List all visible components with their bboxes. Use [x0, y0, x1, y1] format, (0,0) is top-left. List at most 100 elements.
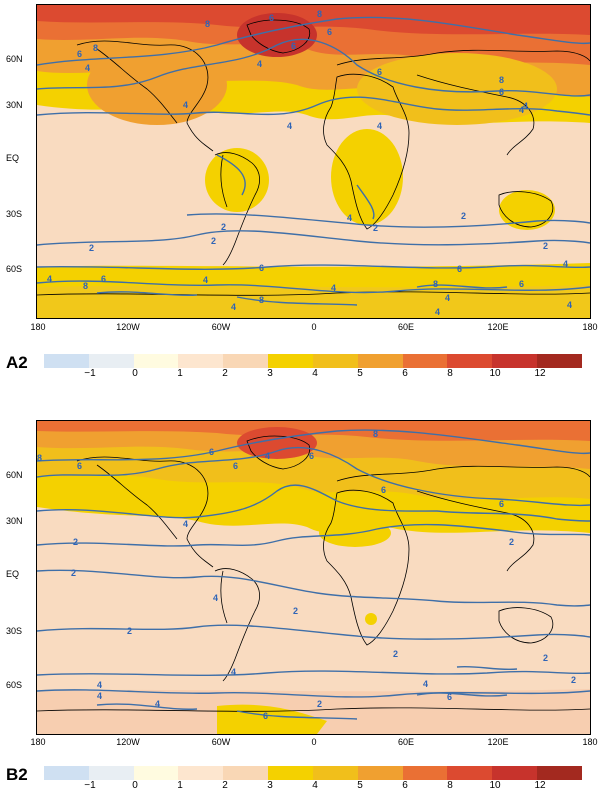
colorbar-swatch	[492, 354, 538, 368]
colorbar-label: 3	[267, 368, 273, 379]
contour-label: 4	[231, 302, 236, 312]
contour-label: 8	[93, 43, 98, 53]
contour-label: 6	[259, 263, 264, 273]
colorbar-label: 12	[534, 368, 546, 379]
contour-label: 2	[89, 243, 94, 253]
contour-label: 4	[231, 667, 236, 677]
colorbar-label: 4	[312, 780, 318, 791]
coastlines	[37, 19, 590, 296]
contour-label: 2	[293, 606, 298, 616]
contour-label: 2	[461, 211, 466, 221]
colorbar-label: 2	[222, 368, 228, 379]
colorbar-swatch	[402, 766, 448, 780]
colorbar-label: 12	[534, 780, 546, 791]
warming-greenland	[237, 427, 317, 459]
contour-label: 4	[445, 293, 450, 303]
colorbar-swatch	[88, 766, 134, 780]
colorbar-label: 8	[447, 368, 453, 379]
colorbar-swatch	[88, 354, 134, 368]
colorbar-label: 3	[267, 780, 273, 791]
contour-label: 2	[373, 223, 378, 233]
contour-label: 4	[203, 275, 208, 285]
colorbar-label: 5	[357, 368, 363, 379]
contour-label: 2	[73, 537, 78, 547]
colorbar-label: −1	[84, 780, 96, 791]
contour-label: 4	[435, 307, 440, 317]
contour-label: 2	[571, 675, 576, 685]
contour-label: 8	[83, 281, 88, 291]
colorbar-swatch	[178, 354, 224, 368]
lat-label-30s: 30S	[6, 626, 23, 636]
colorbar-swatch	[492, 766, 538, 780]
contour-label: 6	[233, 461, 238, 471]
colorbar-swatch	[223, 766, 269, 780]
panel-b2: 8 6 6 8 6 6 4 6 4 2 6 2 2 4 2 2 2 2 4 4	[0, 418, 600, 796]
lat-label-30s: 30S	[6, 209, 23, 219]
lon-label-180w: 180	[30, 322, 46, 332]
colorbar-label: 0	[132, 368, 138, 379]
contour-label: 6	[327, 27, 332, 37]
lat-label-eq: EQ	[6, 569, 20, 579]
colorbar-swatch	[133, 766, 179, 780]
colorbar-label: 0	[132, 780, 138, 791]
contour-label: 4	[85, 63, 90, 73]
warming-southern-band-inner	[37, 285, 590, 318]
contour-label: 4	[563, 259, 568, 269]
warming-south-africa	[365, 613, 377, 625]
contour-label: 6	[447, 692, 452, 702]
contour-label: 8	[317, 9, 322, 19]
lon-label-60e: 60E	[397, 322, 414, 332]
colorbar-swatch	[447, 766, 493, 780]
colorbar-label: 4	[312, 368, 318, 379]
warming-north-band-4	[37, 5, 590, 35]
lon-label-0: 0	[311, 322, 317, 332]
contour-label: 4	[97, 680, 102, 690]
colorbar-label: 6	[402, 368, 408, 379]
lon-label-180e: 180	[582, 322, 598, 332]
contour-label: 4	[287, 121, 292, 131]
lon-label-120e: 120E	[487, 737, 509, 747]
colorbar-swatch	[537, 354, 582, 368]
contour-label: 2	[221, 222, 226, 232]
panel-a2: 8 6 8 6 8 6 4 4 6 4 4 6 4 4 8 6 4 2 2 2	[0, 0, 600, 380]
lat-label-30n: 30N	[6, 100, 23, 110]
contour-label: 4	[567, 300, 572, 310]
contour-label: 8	[205, 19, 210, 29]
lon-label-120w: 120W	[116, 322, 140, 332]
lat-label-30n: 30N	[6, 516, 23, 526]
contour-label: 4	[183, 519, 188, 529]
colorbar-swatch	[447, 354, 493, 368]
contour-label: 2	[393, 649, 398, 659]
colorbar-label: −1	[84, 368, 96, 379]
contour-label: 4	[347, 213, 352, 223]
contour-label: 4	[377, 121, 382, 131]
contour-label: 8	[433, 279, 438, 289]
warming-australia	[499, 190, 555, 230]
contour-label: 2	[71, 568, 76, 578]
panel-label-a2: A2	[6, 353, 28, 372]
contour-label: 2	[211, 236, 216, 246]
colorbar-swatch	[312, 354, 358, 368]
contour-label: 6	[101, 274, 106, 284]
colorbar-swatch	[402, 354, 448, 368]
lon-label-60w: 60W	[211, 322, 231, 332]
colorbar-swatch	[268, 354, 313, 368]
contour-label: 4	[97, 691, 102, 701]
contour-labels-a2: 8 6 8 6 8 6 4 4 6 4 4 6 4 4 8 6 4 2 2 2	[47, 9, 572, 317]
contour-label: 6	[499, 87, 504, 97]
colorbar-swatch	[537, 766, 582, 780]
colorbar-b2	[44, 766, 582, 780]
warming-africa	[331, 129, 403, 225]
contour-label: 6	[291, 41, 296, 51]
contour-label: 6	[77, 461, 82, 471]
colorbar-swatch	[44, 766, 89, 780]
contour-label: 8	[373, 429, 378, 439]
contour-label: 4	[331, 283, 336, 293]
colorbar-label: 1	[177, 780, 183, 791]
contour-label: 2	[509, 537, 514, 547]
lon-label-120w: 120W	[116, 737, 140, 747]
warming-southern-band	[37, 689, 590, 734]
colorbar-swatch	[357, 354, 403, 368]
colorbar-swatch	[178, 766, 224, 780]
colorbar-swatch	[133, 354, 179, 368]
